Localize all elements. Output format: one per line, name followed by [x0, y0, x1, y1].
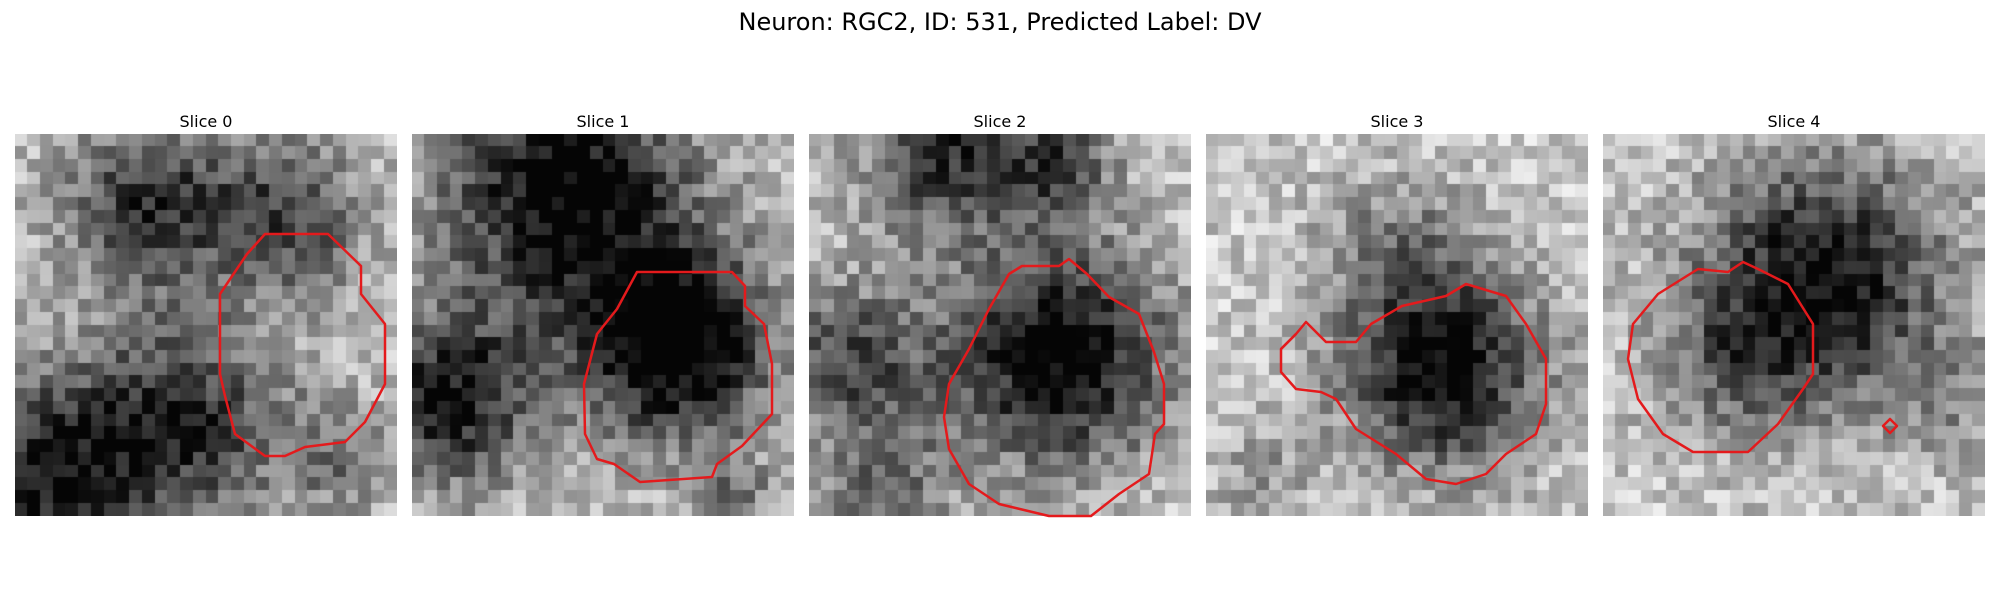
roi-outline-small: [1881, 417, 1899, 435]
roi-contour-2: [942, 257, 1166, 518]
figure-title: Neuron: RGC2, ID: 531, Predicted Label: …: [738, 8, 1262, 36]
roi-contour-3: [1279, 282, 1548, 486]
slice-panel-1: Slice 1: [412, 110, 794, 516]
slice-title-3: Slice 3: [1370, 112, 1424, 131]
slice-panel-2: Slice 2: [809, 110, 1191, 518]
slice-title-1: Slice 1: [576, 112, 630, 131]
roi-outline: [1626, 260, 1815, 454]
roi-contour-1: [582, 270, 774, 484]
roi-outline: [582, 270, 774, 484]
slice-panel-4: Slice 4: [1603, 110, 1985, 516]
slice-image-3: [1206, 134, 1588, 516]
slice-title-2: Slice 2: [973, 112, 1027, 131]
roi-outline: [1279, 282, 1548, 486]
slice-title-4: Slice 4: [1767, 112, 1821, 131]
roi-contour-0: [218, 232, 387, 458]
roi-outline-small: [1280, 333, 1297, 350]
roi-contour-4: [1626, 260, 1899, 454]
slice-title-0: Slice 0: [179, 112, 233, 131]
roi-outline: [942, 257, 1166, 518]
slice-panel-3: Slice 3: [1206, 110, 1588, 516]
slice-image-2: [809, 134, 1191, 516]
slice-image-4: [1603, 134, 1985, 516]
slice-image-0: [15, 134, 397, 516]
slice-panel-0: Slice 0: [15, 110, 397, 516]
roi-outline: [218, 232, 387, 458]
